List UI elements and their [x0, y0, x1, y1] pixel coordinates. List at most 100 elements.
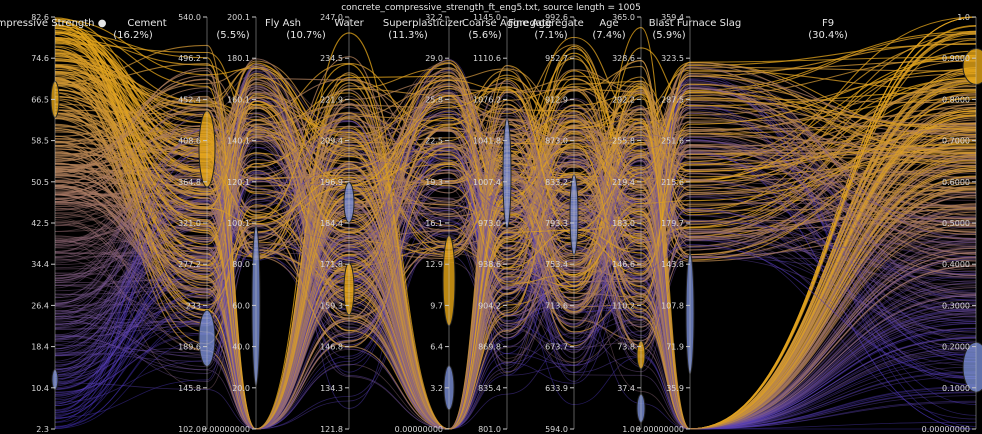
tick-label: 0.2000	[942, 343, 970, 352]
tick-label: 179.7	[661, 219, 684, 228]
tick-label: 255.8	[612, 137, 635, 146]
tick-label: 189.6	[178, 343, 201, 352]
tick-label: 1145.0	[473, 13, 501, 22]
polyline-layer	[54, 16, 977, 430]
tick-label: 540.0	[178, 13, 201, 22]
axis-title[interactable]: Coarse Aggregate	[462, 18, 552, 29]
highlighted-axis-title[interactable]: Compressive Strength ●	[0, 18, 107, 29]
record-polyline	[54, 79, 977, 430]
tick-label: 22.5	[425, 137, 443, 146]
record-polyline	[54, 89, 977, 430]
tick-label: 277.2	[178, 260, 201, 269]
tick-label: 145.8	[178, 384, 201, 393]
tick-label: 408.6	[178, 137, 201, 146]
record-polyline	[54, 18, 977, 254]
tick-label: 0.00000000	[636, 425, 684, 434]
tick-label: 20.0	[232, 384, 250, 393]
record-polyline	[54, 82, 977, 291]
tick-label: 233	[186, 301, 201, 310]
record-polyline	[54, 180, 977, 430]
tick-label: 0.4000	[942, 260, 970, 269]
tick-label: 134.3	[320, 384, 343, 393]
tick-label: 0.1000	[942, 384, 970, 393]
cluster-oval	[343, 262, 355, 316]
tick-label: 160.1	[227, 95, 250, 104]
record-polyline	[54, 41, 977, 430]
tick-label: 364.8	[178, 178, 201, 187]
tick-label: 594.0	[545, 425, 568, 434]
record-polyline	[54, 85, 977, 301]
tick-label: 184.4	[320, 219, 343, 228]
record-polyline	[54, 80, 977, 430]
tick-label: 292.2	[612, 95, 635, 104]
tick-label: 0.9000	[942, 54, 970, 63]
tick-label: 12.9	[425, 260, 443, 269]
cluster-oval	[569, 174, 579, 256]
tick-label: 100.1	[227, 219, 250, 228]
record-polyline	[54, 130, 977, 430]
axis-title[interactable]: Blast Furnace Slag	[649, 18, 741, 29]
tick-label: 793.3	[545, 219, 568, 228]
tick-label: 323.5	[661, 54, 684, 63]
cluster-oval	[962, 341, 982, 393]
tick-label: 16.1	[425, 219, 443, 228]
tick-label: 801.0	[478, 425, 501, 434]
tick-label: 0.3000	[942, 301, 970, 310]
tick-label: 452.4	[178, 95, 201, 104]
tick-label: 0.00000000	[395, 425, 443, 434]
tick-label: 80.0	[232, 260, 250, 269]
tick-label: 110.2	[612, 301, 635, 310]
tick-label: 180.1	[227, 54, 250, 63]
tick-label: 869.8	[478, 343, 501, 352]
axis-title[interactable]: Cement	[127, 18, 166, 29]
tick-label: 82.6	[31, 13, 49, 22]
tick-label: 25.8	[425, 95, 443, 104]
record-polyline	[54, 65, 977, 430]
tick-label: 973.0	[478, 219, 501, 228]
cluster-oval	[502, 118, 512, 230]
axis-importance: (5.9%)	[652, 30, 685, 41]
axis-importance: (11.3%)	[388, 30, 428, 41]
tick-label: 251.6	[661, 137, 684, 146]
axis-importance: (7.4%)	[592, 30, 625, 41]
tick-label: 74.6	[31, 54, 49, 63]
axis-importance: (5.5%)	[216, 30, 249, 41]
axis-title[interactable]: F9	[822, 18, 834, 29]
axis-importance: (5.6%)	[468, 30, 501, 41]
axis-title[interactable]: Fine Aggregate	[508, 18, 584, 29]
tick-label: 58.5	[31, 137, 49, 146]
axis-importance: (10.7%)	[286, 30, 326, 41]
record-polyline	[54, 79, 977, 338]
cluster-oval	[51, 369, 59, 391]
cluster-oval	[685, 253, 695, 375]
axis-title[interactable]: Superplasticizer	[383, 18, 464, 29]
tick-label: 873.0	[545, 137, 568, 146]
record-polyline	[54, 113, 977, 430]
tick-label: 159.3	[320, 301, 343, 310]
tick-label: 0.00000000	[202, 425, 250, 434]
tick-label: 0.6000	[942, 178, 970, 187]
tick-label: 121.8	[320, 425, 343, 434]
cluster-oval	[962, 47, 982, 85]
tick-label: 66.5	[31, 95, 49, 104]
tick-label: 753.4	[545, 260, 568, 269]
tick-label: 215.6	[661, 178, 684, 187]
tick-label: 71.9	[666, 343, 684, 352]
tick-label: 107.8	[661, 301, 684, 310]
tick-label: 0.00000000	[922, 425, 970, 434]
cluster-oval	[343, 181, 355, 223]
record-polyline	[54, 31, 977, 430]
axis-title[interactable]: Water	[334, 18, 364, 29]
tick-label: 3.2	[430, 384, 443, 393]
record-polyline	[54, 168, 977, 430]
record-polyline	[54, 74, 977, 390]
tick-label: 359.4	[661, 13, 684, 22]
record-polyline	[54, 32, 977, 275]
tick-label: 912.9	[545, 95, 568, 104]
record-polyline	[54, 89, 977, 430]
axis-title[interactable]: Fly Ash	[265, 18, 301, 29]
axis-title[interactable]: Age	[599, 18, 618, 29]
tick-label: 73.8	[617, 343, 635, 352]
tick-label: 37.4	[617, 384, 635, 393]
